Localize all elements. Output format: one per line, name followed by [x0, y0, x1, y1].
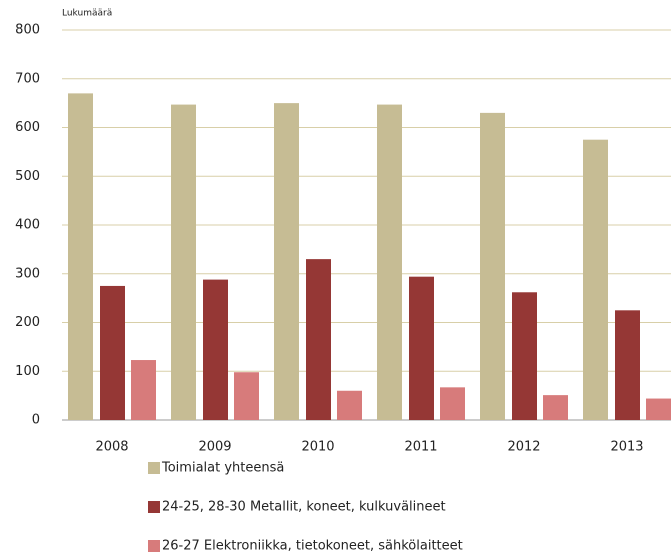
bar: [440, 387, 465, 420]
bar: [480, 112, 505, 420]
legend-swatch: [148, 540, 160, 552]
bar: [131, 360, 156, 420]
bar: [171, 104, 196, 421]
x-tick-label: 2008: [95, 440, 128, 455]
x-tick-label: 2009: [198, 440, 231, 455]
bar: [306, 259, 331, 420]
x-tick-label: 2013: [610, 440, 643, 455]
y-tick-label: 600: [15, 120, 40, 135]
bar: [646, 398, 671, 420]
y-tick-label: 100: [15, 364, 40, 379]
y-tick-label: 300: [15, 266, 40, 281]
bar: [234, 372, 259, 420]
bar: [615, 310, 640, 420]
bar: [203, 279, 228, 420]
legend-label: Toimialat yhteensä: [161, 461, 284, 476]
bar: [543, 395, 568, 420]
legend-label: 24-25, 28-30 Metallit, koneet, kulkuväli…: [162, 500, 446, 515]
x-tick-label: 2010: [301, 440, 334, 455]
bar: [337, 390, 362, 420]
bar: [583, 139, 608, 420]
y-tick-label: 400: [15, 218, 40, 233]
bar: [100, 285, 125, 420]
bar: [409, 276, 434, 420]
y-tick-label: 200: [15, 315, 40, 330]
legend-swatch: [148, 462, 160, 474]
y-tick-label: 800: [15, 23, 40, 38]
bar: [512, 292, 537, 420]
x-tick-label: 2011: [404, 440, 437, 455]
bar: [68, 93, 93, 420]
bar: [274, 103, 299, 420]
y-tick-label: 500: [15, 169, 40, 184]
x-tick-label: 2012: [507, 440, 540, 455]
y-tick-label: 0: [32, 413, 40, 428]
y-tick-label: 700: [15, 71, 40, 86]
legend-label: 26-27 Elektroniikka, tietokoneet, sähköl…: [162, 539, 463, 554]
bar: [377, 104, 402, 421]
legend-swatch: [148, 501, 160, 513]
y-axis-label: Lukumäärä: [62, 9, 112, 19]
